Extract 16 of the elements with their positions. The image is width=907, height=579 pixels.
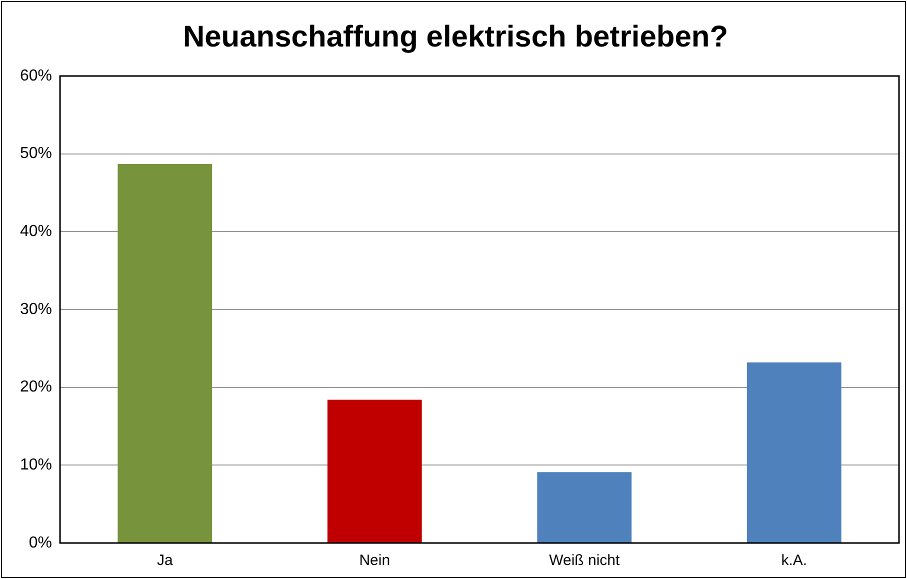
y-tick-label: 40%: [20, 223, 52, 240]
y-tick-label: 30%: [20, 300, 52, 318]
y-tick-label: 20%: [20, 378, 52, 396]
y-tick-label: 60%: [20, 67, 52, 84]
bar: [327, 400, 422, 542]
x-tick-label: Weiß nicht: [549, 552, 621, 570]
x-tick-label: Ja: [156, 552, 174, 570]
chart-title: Neuanschaffung elektrisch betrieben?: [182, 20, 728, 54]
bar: [537, 472, 632, 542]
bar: [746, 362, 842, 542]
x-tick-label: k.A.: [781, 552, 808, 570]
y-tick-label: 0%: [28, 534, 52, 552]
x-tick-label: Nein: [359, 552, 390, 570]
y-tick-label: 10%: [20, 456, 52, 474]
y-tick-label: 50%: [20, 145, 52, 162]
bar: [118, 164, 212, 542]
